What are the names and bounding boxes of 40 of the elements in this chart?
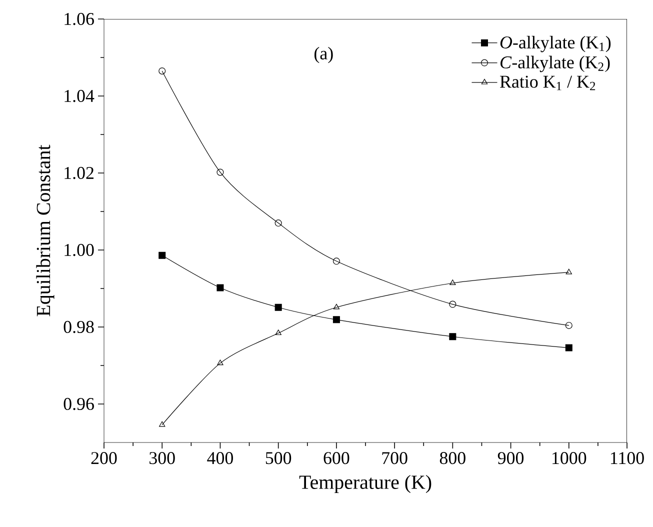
point [449, 300, 456, 308]
point [158, 67, 166, 74]
legend-label: Ratio K$_{1}$ / K$_{2}$ [500, 76, 596, 90]
y-tick-label: 0.98 [64, 320, 94, 334]
x-tick-label: 500 [266, 452, 292, 464]
x-tick-label: 300 [150, 452, 175, 464]
y-tick-label: 1.02 [64, 166, 94, 180]
y-tick-label: 0.96 [64, 398, 94, 410]
point [274, 220, 282, 227]
x-tick-label: 800 [440, 452, 466, 464]
x-tick-label: 1000 [552, 452, 586, 464]
y-axis-title: Equilibrium Constant [36, 144, 54, 316]
point [158, 252, 166, 259]
point [566, 268, 572, 274]
point [274, 304, 282, 311]
point [216, 284, 224, 292]
point [565, 344, 572, 352]
x-tick-label: 900 [498, 452, 524, 464]
point [332, 316, 340, 324]
legend-label: C-alkylate (K$_{2}$) [500, 56, 610, 72]
y-tick-label: 1.04 [64, 90, 94, 102]
x-tick-label: 1100 [610, 452, 644, 464]
point [275, 330, 282, 336]
x-tick-label: 400 [207, 452, 233, 464]
point [217, 360, 224, 366]
y-tick-label: 1.00 [64, 244, 94, 256]
point [332, 258, 340, 265]
point [159, 421, 166, 427]
x-tick-label: 700 [382, 452, 408, 464]
x-axis-title: Temperature (K) [299, 474, 432, 494]
point [449, 333, 456, 340]
point [333, 304, 340, 310]
y-tick-label: 1.06 [64, 12, 94, 26]
legend-label: O-alkylate (K$_{1}$) [500, 36, 611, 52]
point [216, 168, 224, 176]
point [565, 322, 572, 329]
x-tick-label: 200 [91, 452, 117, 464]
point [450, 280, 456, 286]
x-tick-label: 600 [324, 452, 350, 464]
annotation: (a) [314, 46, 333, 64]
